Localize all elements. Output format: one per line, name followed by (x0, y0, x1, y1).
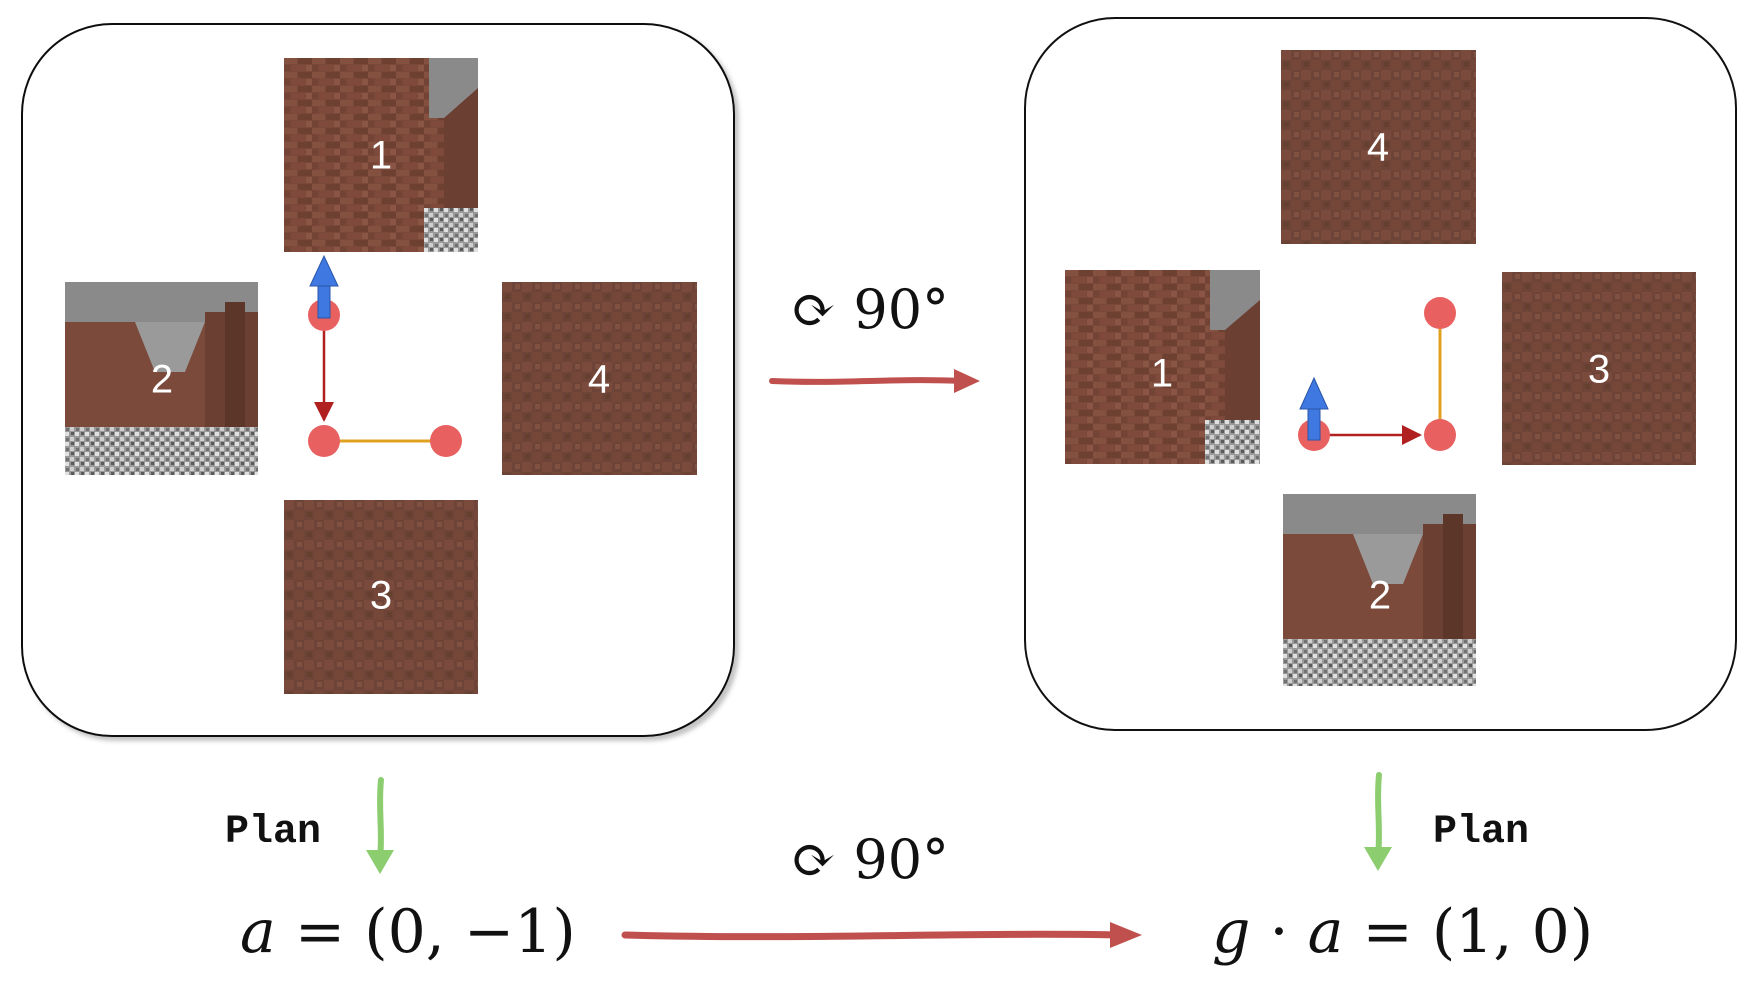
left-tile-2: 2 (65, 282, 258, 475)
plan-right-group: Plan (1364, 772, 1529, 871)
right-tile-1-label: 1 (1151, 352, 1173, 396)
right-agent-diagram (1298, 297, 1456, 451)
left-tile-1: 1 (284, 58, 478, 252)
plan-right-arrow (1364, 772, 1392, 871)
action-right-g: g (1212, 897, 1250, 967)
right-tile-1: 1 (1065, 270, 1260, 464)
right-panel-frame (1024, 17, 1737, 731)
left-tile-3-label: 3 (370, 574, 392, 618)
top-transform-arrow (769, 369, 980, 393)
right-tile-2: 2 (1283, 494, 1476, 686)
right-tile-4: 4 (1281, 50, 1476, 244)
left-panel-frame (21, 23, 735, 737)
left-tile-4: 4 (502, 282, 697, 475)
left-panel: 1 2 4 3 (21, 23, 735, 737)
bottom-rotation-label: ⟳ 90° (791, 828, 949, 891)
left-tile-1-label: 1 (370, 134, 392, 178)
plan-right-label: Plan (1433, 810, 1529, 855)
action-left-rest: = (0, −1) (276, 897, 576, 967)
left-tile-3: 3 (284, 500, 478, 694)
left-mid-dot (308, 425, 340, 457)
left-goal-dot (430, 425, 462, 457)
top-rotation-label: ⟳ 90° (791, 278, 949, 341)
action-right-formula: g · a = (1, 0) (1212, 897, 1593, 967)
plan-left-group: Plan (225, 777, 394, 874)
action-right-dot: · (1250, 897, 1307, 967)
right-tile-4-label: 4 (1367, 126, 1389, 170)
left-heading-arrow-icon (309, 254, 339, 319)
plan-left-label: Plan (225, 810, 321, 855)
action-right-rest: = (1, 0) (1343, 897, 1593, 967)
right-tile-3-label: 3 (1588, 348, 1610, 392)
left-tile-2-label: 2 (151, 358, 173, 402)
right-heading-arrow-icon (1299, 376, 1329, 441)
right-mid-dot (1424, 419, 1456, 451)
right-goal-dot (1424, 297, 1456, 329)
action-right-var: a (1308, 897, 1344, 967)
left-agent-diagram (308, 254, 462, 457)
plan-left-arrow (366, 777, 394, 874)
bottom-rotation: ⟳ 90° (621, 828, 1142, 948)
left-tile-4-label: 4 (588, 358, 610, 402)
right-tile-3: 3 (1502, 272, 1696, 465)
top-rotation: ⟳ 90° (769, 278, 980, 393)
right-tile-2-label: 2 (1369, 574, 1391, 618)
action-left-var: a (240, 897, 276, 967)
right-panel: 4 1 3 2 (1024, 17, 1737, 731)
bottom-transform-arrow (621, 922, 1142, 948)
action-left-formula: a = (0, −1) (240, 897, 576, 967)
